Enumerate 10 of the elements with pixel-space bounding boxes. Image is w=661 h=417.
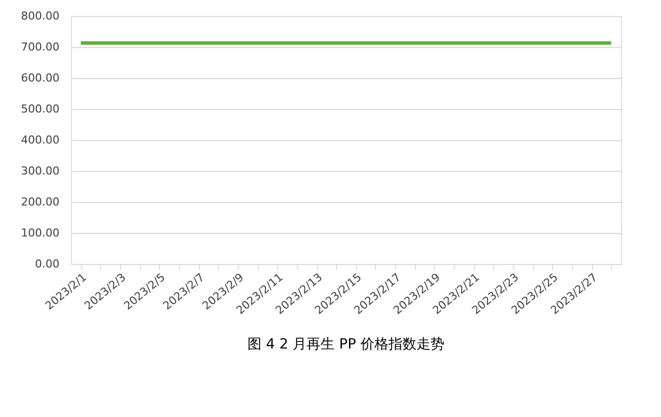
y-tick-label: 0.00 xyxy=(35,258,60,270)
y-tick-label: 100.00 xyxy=(21,226,60,240)
y-tick-label: 200.00 xyxy=(21,196,60,208)
y-tick-label: 400.00 xyxy=(21,134,60,146)
y-tick-label: 700.00 xyxy=(21,40,60,54)
y-tick-label: 600.00 xyxy=(21,72,60,84)
y-tick-label: 300.00 xyxy=(21,164,60,178)
caption: 图 4 2 月再生 PP 价格指数走势 xyxy=(248,336,444,353)
y-tick-label: 500.00 xyxy=(21,102,60,116)
y-tick-label: 800.00 xyxy=(21,10,60,22)
